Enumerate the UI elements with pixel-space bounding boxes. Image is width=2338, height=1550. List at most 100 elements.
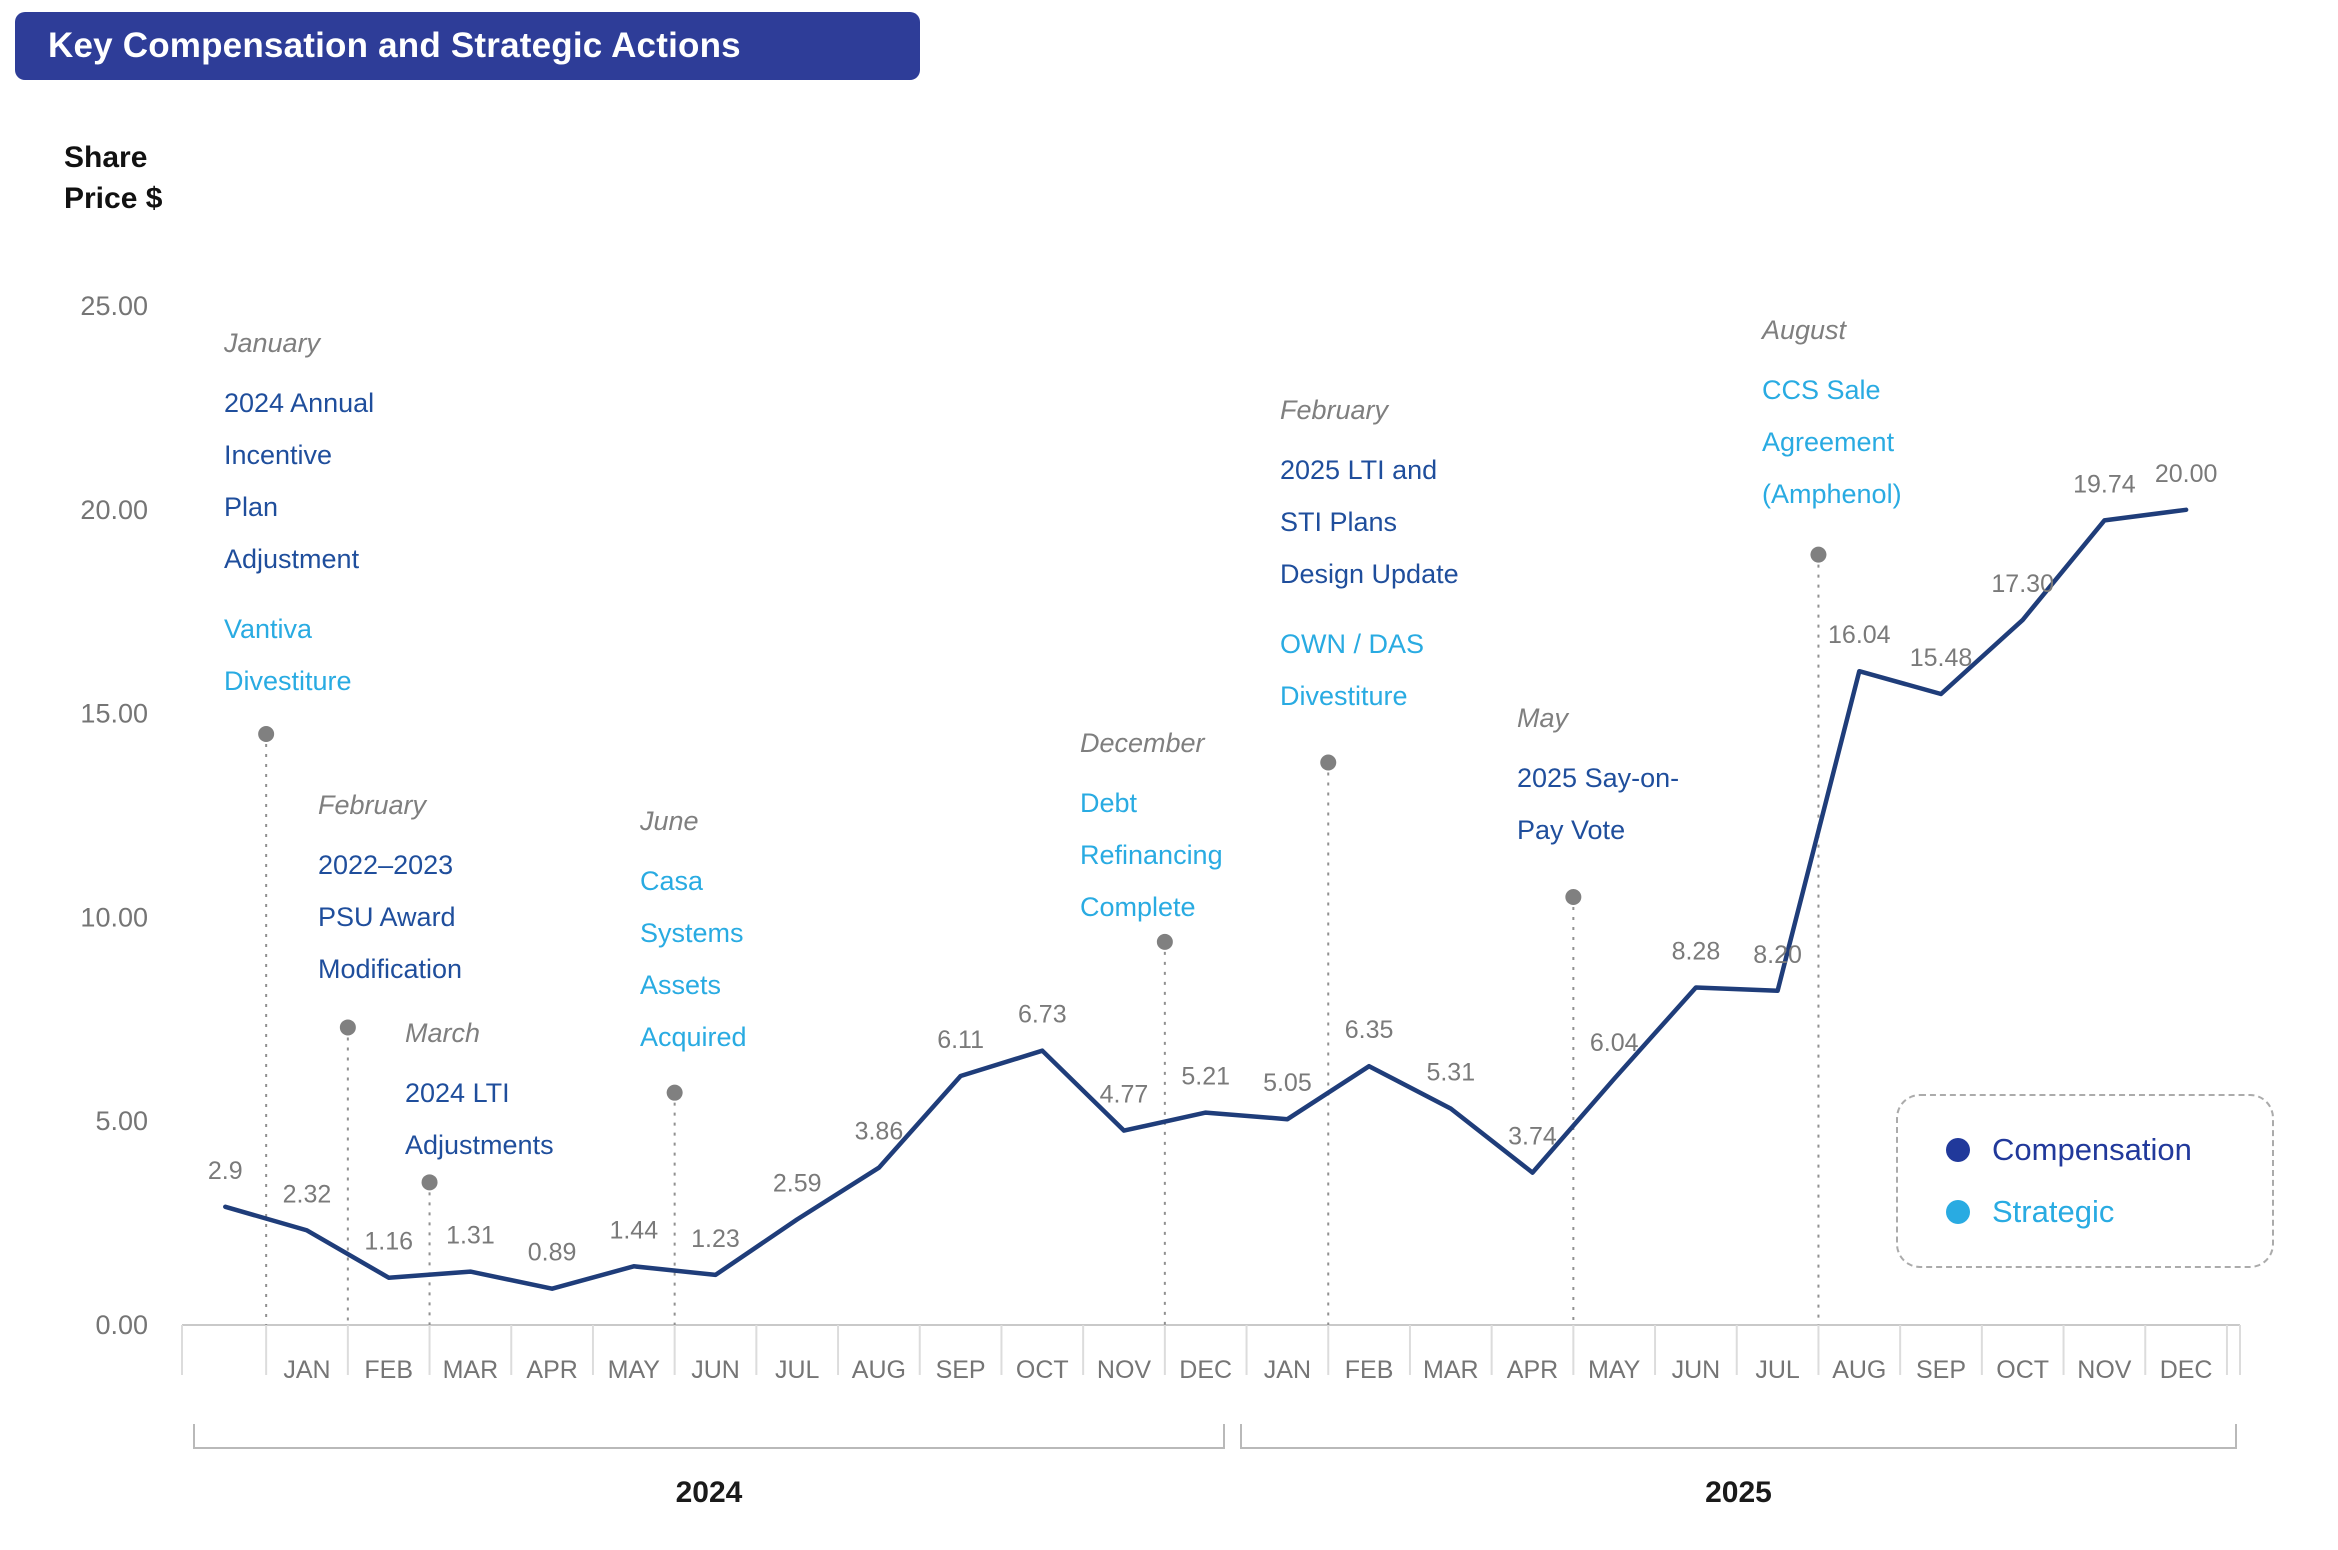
year-label: 2024 bbox=[676, 1476, 743, 1509]
x-month-label: DEC bbox=[1179, 1356, 1232, 1384]
data-point-label: 19.74 bbox=[2073, 470, 2136, 498]
annotation-month-label: December bbox=[1080, 728, 1205, 758]
data-point-label: 6.73 bbox=[1018, 1001, 1067, 1029]
annotation-february-2025: February 2025 LTI and STI Plans Design U… bbox=[1280, 395, 1560, 722]
y-axis-title-line1: Share bbox=[64, 141, 148, 174]
legend-row-compensation: Compensation bbox=[1946, 1132, 2272, 1168]
x-month-label: NOV bbox=[2077, 1356, 2132, 1384]
strategic-dot-icon bbox=[1946, 1200, 1970, 1224]
annotation-june-2024: June Casa Systems Assets Acquired bbox=[640, 806, 920, 1063]
y-tick-label: 0.00 bbox=[95, 1310, 148, 1340]
data-point-label: 5.31 bbox=[1426, 1059, 1475, 1087]
legend: Compensation Strategic bbox=[1896, 1094, 2274, 1268]
annotation-month-label: March bbox=[405, 1018, 481, 1048]
share-price-line bbox=[223, 507, 2189, 1291]
compensation-legend-label: Compensation bbox=[1992, 1132, 2192, 1167]
annotation-strategic-event: Casa Systems Assets Acquired bbox=[640, 866, 747, 1052]
data-point-label: 5.21 bbox=[1181, 1063, 1230, 1091]
data-point-label: 2.32 bbox=[283, 1180, 332, 1208]
annotation-march-2024: March 2024 LTI Adjustments bbox=[405, 1018, 685, 1171]
year-label: 2025 bbox=[1705, 1476, 1772, 1509]
annotation-marker-dot bbox=[421, 1174, 438, 1191]
annotation-august-2025: August CCS Sale Agreement (Amphenol) bbox=[1762, 315, 2042, 520]
y-tick-label: 5.00 bbox=[95, 1106, 148, 1136]
page-title: Key Compensation and Strategic Actions bbox=[15, 12, 920, 80]
annotation-month-label: June bbox=[640, 806, 699, 836]
data-point-label: 5.05 bbox=[1263, 1069, 1312, 1097]
x-month-label: APR bbox=[1507, 1356, 1558, 1384]
y-axis-title-line2: Price $ bbox=[64, 181, 163, 215]
x-month-label: FEB bbox=[364, 1356, 413, 1384]
data-point-label: 1.16 bbox=[364, 1228, 413, 1256]
annotation-strategic-event: Debt Refinancing Complete bbox=[1080, 788, 1223, 922]
y-tick-label: 15.00 bbox=[80, 699, 148, 729]
annotation-february-2024: February 2022–2023 PSU Award Modificatio… bbox=[318, 790, 598, 995]
data-point-label: 17.30 bbox=[1991, 570, 2054, 598]
annotation-compensation-event: 2025 LTI and STI Plans Design Update bbox=[1280, 455, 1459, 589]
annotation-strategic-event: Vantiva Divestiture bbox=[224, 614, 352, 696]
annotation-month-label: May bbox=[1517, 703, 1569, 733]
annotation-month-label: February bbox=[1280, 395, 1389, 425]
data-point-label: 20.00 bbox=[2155, 460, 2218, 488]
x-month-label: FEB bbox=[1345, 1356, 1394, 1384]
annotation-compensation-event: 2024 LTI Adjustments bbox=[405, 1078, 554, 1160]
x-month-label: JUL bbox=[775, 1356, 820, 1384]
data-point-label: 8.28 bbox=[1672, 938, 1721, 966]
annotation-month-label: February bbox=[318, 790, 427, 820]
data-point-label: 16.04 bbox=[1828, 621, 1891, 649]
year-bracket bbox=[193, 1424, 1225, 1449]
annotation-marker-dot bbox=[1565, 889, 1582, 906]
annotation-strategic-event: CCS Sale Agreement (Amphenol) bbox=[1762, 375, 1902, 509]
data-point-label: 8.20 bbox=[1753, 941, 1802, 969]
annotation-marker-dot bbox=[1320, 754, 1337, 771]
annotation-compensation-event: 2024 Annual Incentive Plan Adjustment bbox=[224, 388, 375, 574]
annotation-month-label: January bbox=[224, 328, 321, 358]
x-month-label: JUL bbox=[1755, 1356, 1800, 1384]
x-month-label: AUG bbox=[852, 1356, 906, 1384]
data-point-label: 1.44 bbox=[609, 1216, 658, 1244]
x-month-label: MAY bbox=[608, 1356, 661, 1384]
x-month-label: MAR bbox=[1423, 1356, 1479, 1384]
x-month-label: JUN bbox=[691, 1356, 740, 1384]
annotation-month-label: August bbox=[1762, 315, 1847, 345]
x-month-label: MAY bbox=[1588, 1356, 1641, 1384]
x-month-label: DEC bbox=[2160, 1356, 2213, 1384]
annotation-marker-dot bbox=[666, 1084, 683, 1101]
x-month-label: OCT bbox=[1996, 1356, 2049, 1384]
annotation-marker-dot bbox=[339, 1019, 356, 1036]
x-month-label: APR bbox=[526, 1356, 577, 1384]
x-month-label: SEP bbox=[1916, 1356, 1966, 1384]
data-point-label: 4.77 bbox=[1100, 1081, 1149, 1109]
data-point-label: 6.04 bbox=[1590, 1029, 1639, 1057]
data-point-label: 0.89 bbox=[528, 1239, 577, 1267]
data-point-label: 3.86 bbox=[855, 1118, 904, 1146]
annotation-marker-dot bbox=[1156, 933, 1173, 950]
annotation-compensation-event: 2025 Say-on- Pay Vote bbox=[1517, 763, 1680, 845]
data-point-label: 1.23 bbox=[691, 1225, 740, 1253]
annotation-may-2025: May 2025 Say-on- Pay Vote bbox=[1517, 703, 1797, 856]
data-point-label: 3.74 bbox=[1508, 1123, 1557, 1151]
data-point-label: 2.59 bbox=[773, 1169, 822, 1197]
data-point-label: 6.11 bbox=[937, 1026, 984, 1054]
x-month-label: JUN bbox=[1672, 1356, 1721, 1384]
x-month-label: MAR bbox=[443, 1356, 499, 1384]
annotation-marker-dot bbox=[1810, 546, 1827, 563]
annotation-january-2024: January 2024 Annual Incentive Plan Adjus… bbox=[224, 328, 504, 707]
data-point-label: 15.48 bbox=[1910, 644, 1973, 672]
x-month-label: OCT bbox=[1016, 1356, 1069, 1384]
x-month-label: SEP bbox=[936, 1356, 986, 1384]
legend-row-strategic: Strategic bbox=[1946, 1194, 2272, 1230]
annotation-strategic-event: OWN / DAS Divestiture bbox=[1280, 629, 1425, 711]
annotation-compensation-event: 2022–2023 PSU Award Modification bbox=[318, 850, 463, 984]
annotation-marker-dot bbox=[258, 725, 275, 742]
year-bracket bbox=[1240, 1424, 2237, 1449]
y-tick-label: 25.00 bbox=[80, 291, 148, 321]
y-tick-label: 10.00 bbox=[80, 902, 148, 932]
y-axis-title: Share Price $ bbox=[64, 138, 162, 219]
data-point-label: 1.31 bbox=[446, 1222, 495, 1250]
x-month-label: JAN bbox=[1264, 1356, 1311, 1384]
data-point-label: 2.9 bbox=[208, 1157, 243, 1185]
annotation-december-2024: December Debt Refinancing Complete bbox=[1080, 728, 1360, 933]
